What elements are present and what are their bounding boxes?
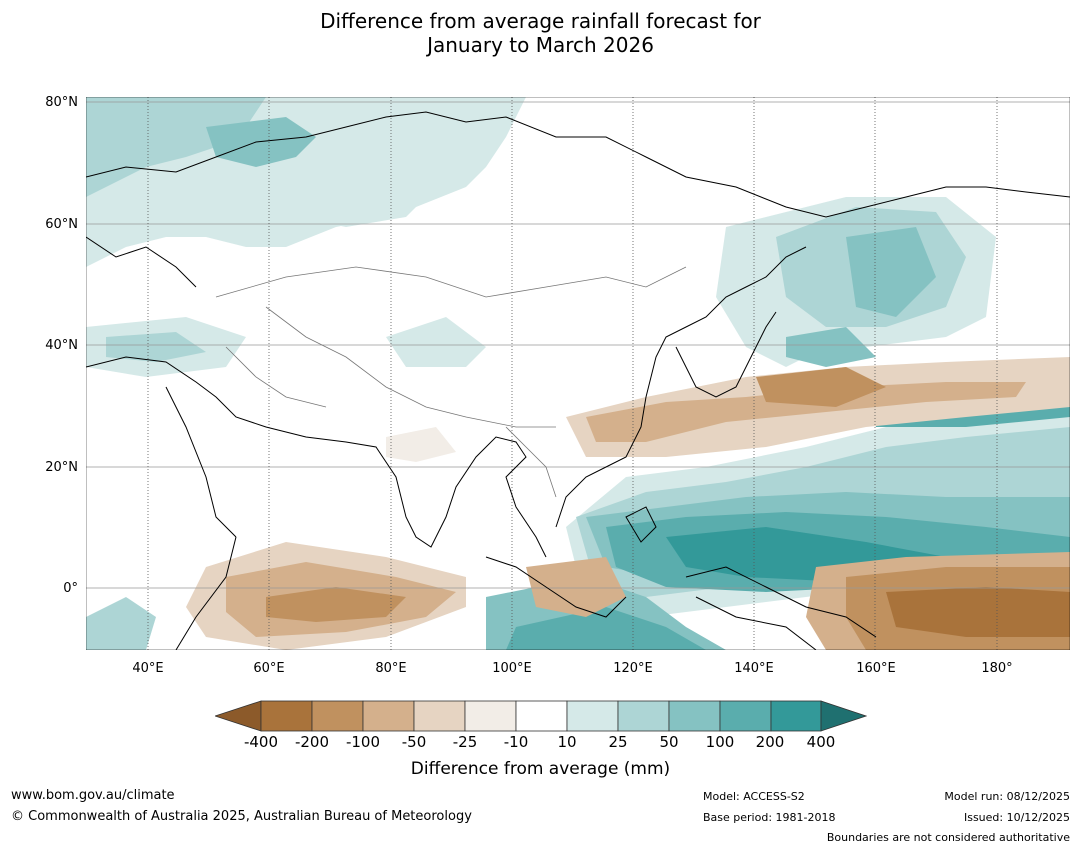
colorbar-extend-high [820, 700, 867, 732]
lat-label-40n: 40°N [45, 338, 78, 353]
footer-copyright: © Commonwealth of Australia 2025, Austra… [11, 809, 472, 824]
lon-label-180: 180° [981, 661, 1013, 676]
footer-model-run: Model run: 08/12/2025 [944, 790, 1070, 803]
lat-label-80n: 80°N [45, 95, 78, 110]
colorbar-tick-9: 50 [659, 733, 679, 751]
colorbar-cell-2 [311, 700, 364, 732]
colorbar-label: Difference from average (mm) [410, 759, 671, 779]
colorbar-cell-3 [362, 700, 415, 732]
colorbar-tick-12: 400 [806, 733, 836, 751]
colorbar-tick-7: 10 [557, 733, 577, 751]
lon-label-80e: 80°E [375, 661, 407, 676]
colorbar-tick-6: -10 [503, 733, 529, 751]
footer-model: Model: ACCESS-S2 [703, 790, 805, 803]
colorbar-tick-10: 100 [705, 733, 735, 751]
colorbar [215, 700, 867, 732]
colorbar-cell-5 [464, 700, 517, 732]
footer-disclaimer: Boundaries are not considered authoritat… [826, 831, 1070, 844]
colorbar-cell-1 [260, 700, 313, 732]
lon-label-60e: 60°E [253, 661, 285, 676]
colorbar-cell-8 [617, 700, 670, 732]
colorbar-tick-11: 200 [755, 733, 785, 751]
colorbar-tick-2: -200 [294, 733, 330, 751]
lat-label-60n: 60°N [45, 217, 78, 232]
colorbar-tick-5: -25 [452, 733, 478, 751]
drier-regions [186, 357, 1070, 650]
title-line-2: January to March 2026 [427, 33, 654, 57]
colorbar-cell-10 [719, 700, 772, 732]
colorbar-tick-1: -400 [243, 733, 279, 751]
colorbar-cell-9 [668, 700, 721, 732]
rainfall-map [86, 97, 1070, 650]
colorbar-tick-8: 25 [608, 733, 628, 751]
lon-label-100e: 100°E [492, 661, 532, 676]
graticule [86, 101, 1070, 589]
colorbar-cell-6 [515, 700, 568, 732]
colorbar-cell-11 [770, 700, 822, 732]
colorbar-cell-7 [566, 700, 619, 732]
footer-issued: Issued: 10/12/2025 [963, 811, 1070, 824]
lat-label-0: 0° [63, 581, 78, 596]
colorbar-cell-4 [413, 700, 466, 732]
lat-label-20n: 20°N [45, 460, 78, 475]
title-line-1: Difference from average rainfall forecas… [320, 9, 761, 33]
lon-label-160e: 160°E [856, 661, 896, 676]
colorbar-extend-low [215, 700, 262, 732]
footer-url[interactable]: www.bom.gov.au/climate [11, 788, 175, 803]
colorbar-tick-3: -100 [345, 733, 381, 751]
map-title: Difference from average rainfall forecas… [0, 9, 1081, 57]
country-borders [215, 266, 687, 498]
colorbar-tick-4: -50 [401, 733, 427, 751]
footer-base-period: Base period: 1981-2018 [703, 811, 836, 824]
lon-label-120e: 120°E [613, 661, 653, 676]
lon-label-140e: 140°E [734, 661, 774, 676]
meridians [147, 97, 998, 650]
lon-label-40e: 40°E [132, 661, 164, 676]
coastlines [86, 111, 1070, 650]
